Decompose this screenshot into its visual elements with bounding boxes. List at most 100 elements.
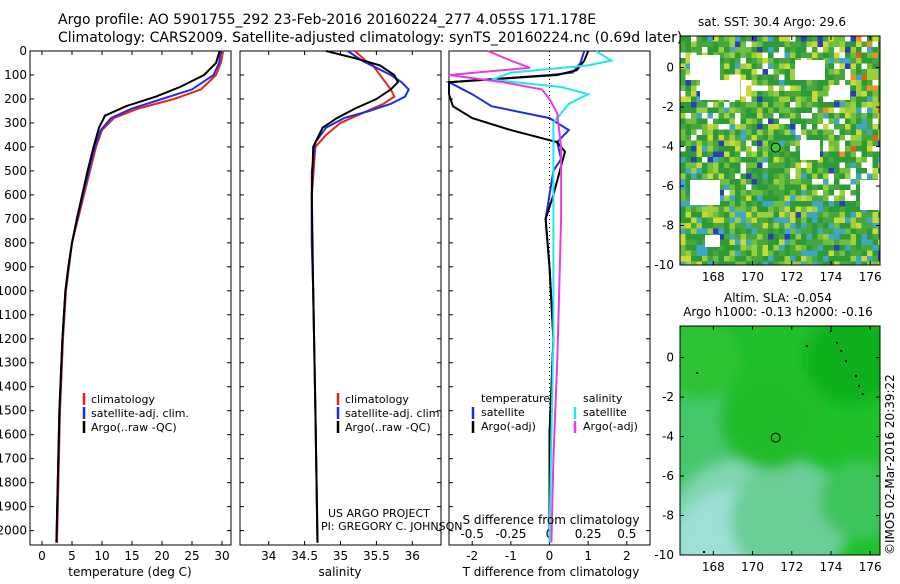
sst-cell (691, 80, 697, 86)
sst-cell (823, 74, 829, 81)
sst-cell (718, 118, 725, 125)
sst-cell (817, 201, 824, 207)
sst-cell (740, 74, 747, 81)
sst-cell (729, 63, 736, 70)
sst-cell (872, 140, 879, 147)
sst-cell (680, 102, 686, 108)
sst-cell (773, 201, 780, 207)
depth-tick-label: 1800 (0, 476, 27, 490)
sst-cell (801, 96, 807, 103)
sst-cell (746, 80, 752, 86)
sst-cell (867, 96, 873, 103)
sst-cell (762, 195, 769, 202)
map-y-tick-label: -2 (662, 100, 674, 114)
sst-cell (696, 250, 703, 257)
sst-cell (762, 245, 769, 251)
sst-cell (768, 206, 774, 213)
sst-cell (795, 47, 802, 53)
sst-cell (680, 179, 686, 185)
sst-cell (735, 151, 741, 158)
sst-cell (823, 184, 829, 191)
sst-cell (867, 129, 873, 136)
sst-cell (878, 124, 880, 130)
sst-cell (795, 228, 802, 235)
sst-cell (828, 206, 835, 213)
sst-cell (768, 179, 774, 185)
sst-cell (795, 140, 802, 147)
sst-cell (878, 250, 880, 257)
sst-cell (850, 63, 857, 70)
sst-cell (850, 228, 857, 235)
sst-cell (735, 52, 741, 59)
sst-cell (707, 261, 714, 265)
sst-cell (773, 234, 780, 240)
sst-cell (790, 245, 796, 251)
sst-cell (691, 162, 697, 169)
sst-cell (729, 162, 736, 169)
map-x-tick-label: 172 (780, 560, 803, 574)
sst-cell (878, 168, 880, 174)
sst-cell (861, 261, 868, 265)
sst-cell (779, 173, 785, 180)
sst-cell (867, 245, 873, 251)
map-y-tick-label: -10 (654, 258, 674, 272)
sst-cell (867, 146, 873, 152)
depth-tick-label: 200 (4, 92, 27, 106)
map-y-tick-label: -8 (662, 509, 674, 523)
sst-cell (691, 217, 697, 224)
sst-cell (861, 256, 868, 262)
sst-cell (839, 256, 846, 262)
sst-cell (762, 217, 769, 224)
map-y-tick-label: -10 (654, 548, 674, 562)
sst-cell (872, 234, 879, 240)
sst-cell (702, 102, 708, 108)
sst-cell (773, 250, 780, 257)
sst-cell (834, 256, 840, 262)
sst-cell (790, 228, 796, 235)
sst-cell (729, 217, 736, 224)
sst-cell (790, 63, 796, 70)
sst-cell (878, 256, 880, 262)
sst-cell (872, 135, 879, 141)
sst-cell (823, 96, 829, 103)
sst-cell (878, 245, 880, 251)
sst-cell (784, 190, 791, 196)
sst-cell (850, 124, 857, 130)
sst-cell (680, 151, 686, 158)
sst-cell (773, 217, 780, 224)
sst-cell (850, 239, 857, 246)
sst-cell (839, 179, 846, 185)
sst-cell (773, 102, 780, 108)
sst-cell (740, 184, 747, 191)
coast-dot (845, 360, 847, 362)
sst-cell (751, 58, 758, 64)
sst-cell (768, 234, 774, 240)
sst-cell (707, 36, 714, 42)
sst-cell (729, 206, 736, 213)
sst-cell (718, 146, 725, 152)
sst-cell (872, 74, 879, 81)
sst-cell (790, 118, 796, 125)
sst-cell (735, 206, 741, 213)
sst-cell (762, 129, 769, 136)
sst-cell (784, 234, 791, 240)
sst-cell (801, 201, 807, 207)
sst-cell (718, 102, 725, 108)
sst-cell (878, 239, 880, 246)
sst-cell (812, 129, 818, 136)
sst-cell (817, 173, 824, 180)
coast-dot (862, 393, 864, 395)
sst-cell (790, 256, 796, 262)
sst-cell (834, 36, 840, 42)
sst-cell (746, 63, 752, 70)
sst-cell (823, 118, 829, 125)
sst-cell (828, 201, 835, 207)
sst-cell (795, 223, 802, 229)
sst-cell (784, 113, 791, 119)
sst-cell (845, 201, 851, 207)
sst-cell (691, 157, 697, 163)
sst-cell (702, 124, 708, 130)
sst-cell (784, 135, 791, 141)
sst-cell (795, 52, 802, 59)
sst-cell (812, 102, 818, 108)
